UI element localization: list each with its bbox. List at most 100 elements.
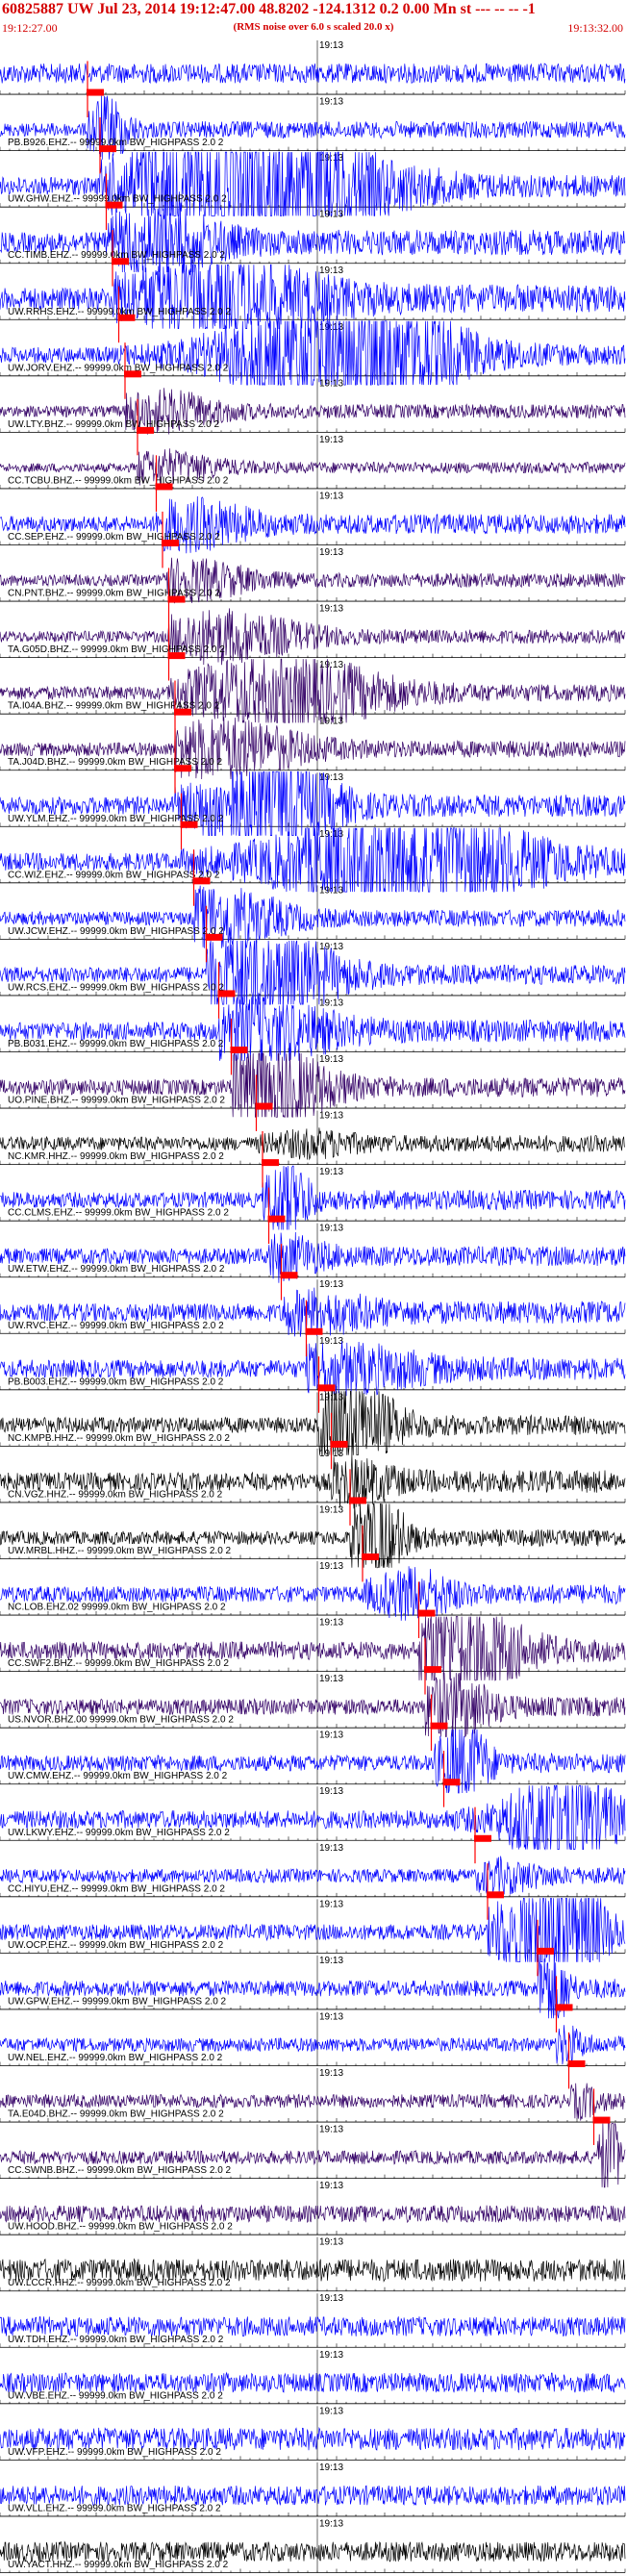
pick-marker [262, 1159, 279, 1167]
time-ticks [0, 428, 626, 433]
pick-marker [537, 1947, 554, 1955]
mid-time-label: 19:13 [319, 322, 343, 333]
station-label: UW.VBE.EHZ.-- 99999.0km BW_HIGHPASS 2.0 … [8, 2390, 223, 2401]
mid-time-label: 19:13 [319, 2011, 343, 2022]
waveform-trace [0, 997, 626, 1061]
header: 60825887 UW Jul 23, 2014 19:12:47.00 48.… [0, 0, 627, 38]
time-ticks [0, 2343, 626, 2348]
time-ticks [0, 2568, 626, 2573]
waveform-trace [0, 150, 626, 216]
mid-time-label: 19:13 [319, 1224, 343, 1234]
time-ticks [0, 2512, 626, 2516]
pick-marker [424, 1666, 441, 1674]
pick-marker [117, 314, 136, 321]
pick-marker [87, 88, 104, 96]
mid-time-label: 19:13 [319, 1167, 343, 1177]
station-label: TA.I04A.BHZ.-- 99999.0km BW_HIGHPASS 2.0… [8, 701, 220, 712]
time-ticks [0, 484, 626, 489]
waveform-trace [0, 320, 626, 387]
mid-time-label: 19:13 [319, 1504, 343, 1515]
mid-time-label: 19:13 [319, 1674, 343, 1684]
station-label: UW.RVC.EHZ.-- 99999.0km BW_HIGHPASS 2.0 … [8, 1321, 224, 1331]
pick-marker [317, 1384, 336, 1392]
mid-time-label: 19:13 [319, 1899, 343, 1909]
waveform-trace [0, 1127, 626, 1161]
station-label: UW.RRHS.EHZ.-- 99999.0km BW_HIGHPASS 2.0… [8, 307, 232, 317]
mid-time-label: 19:13 [319, 660, 343, 670]
station-label: NC.LOB.EHZ.02 99999.0km BW_HIGHPASS 2.0 … [8, 1603, 226, 1613]
time-ticks [0, 90, 626, 95]
waveform-trace [0, 658, 626, 723]
pick-marker [442, 1779, 461, 1786]
waveform-trace [0, 1672, 626, 1738]
waveform-trace [0, 557, 626, 604]
station-label: NC.KMPB.HHZ.-- 99999.0km BW_HIGHPASS 2.0… [8, 1433, 230, 1444]
pick-marker [205, 933, 223, 941]
time-ticks [0, 1104, 626, 1109]
time-ticks [0, 1329, 626, 1334]
mid-time-label: 19:13 [319, 1561, 343, 1572]
waveform-trace [0, 2540, 626, 2563]
pick-marker [180, 821, 198, 828]
waveform-trace [0, 1784, 626, 1851]
waveform-trace [0, 1231, 626, 1283]
waveform-trace [0, 608, 626, 666]
mid-time-label: 19:13 [319, 435, 343, 445]
pick-marker [174, 708, 191, 716]
mid-time-label: 19:13 [319, 998, 343, 1008]
station-label: UW.RCS.EHZ.-- 99999.0km BW_HIGHPASS 2.0 … [8, 982, 224, 993]
time-ticks [0, 541, 626, 545]
station-label: UO.PINE.BHZ.-- 99999.0km BW_HIGHPASS 2.0… [8, 1096, 225, 1106]
station-label: UW.ETW.EHZ.-- 99999.0km BW_HIGHPASS 2.0 … [8, 1264, 225, 1275]
waveform-trace [0, 2083, 626, 2121]
mid-time-label: 19:13 [319, 1956, 343, 1966]
waveform-trace [0, 2316, 626, 2337]
pick-marker [167, 595, 186, 603]
time-ticks [0, 597, 626, 602]
station-label: UW.LKWY.EHZ.-- 99999.0km BW_HIGHPASS 2.0… [8, 1828, 230, 1838]
time-ticks [0, 1780, 626, 1784]
station-label: UW.LTY.BHZ.-- 99999.0km BW_HIGHPASS 2.0 … [8, 419, 220, 430]
pick-marker [124, 370, 141, 378]
waveform-trace [0, 2025, 626, 2065]
pick-marker [99, 145, 116, 153]
waveform-trace [0, 940, 626, 1005]
waveform-trace [0, 388, 626, 435]
time-ticks [0, 2174, 626, 2179]
station-label: UW.LCCR.HHZ.-- 99999.0km BW_HIGHPASS 2.0… [8, 2278, 231, 2288]
station-label: UW.GHW.EHZ.-- 99999.0km BW_HIGHPASS 2.0 … [8, 194, 227, 205]
time-ticks [0, 1554, 626, 1559]
mid-time-label: 19:13 [319, 829, 343, 840]
pick-marker [362, 1553, 379, 1560]
time-ticks [0, 1667, 626, 1672]
mid-time-label: 19:13 [319, 717, 343, 727]
pick-marker [137, 426, 154, 434]
waveform-trace [0, 2258, 626, 2283]
mid-time-label: 19:13 [319, 2518, 343, 2529]
pick-marker [555, 2004, 573, 2011]
pick-marker [267, 1215, 286, 1223]
time-ticks [0, 2286, 626, 2291]
station-label: PB.B031.EHZ.-- 99999.0km BW_HIGHPASS 2.0… [8, 1039, 224, 1049]
mid-time-label: 19:13 [319, 1054, 343, 1065]
mid-time-label: 19:13 [319, 491, 343, 501]
mid-time-label: 19:13 [319, 2406, 343, 2416]
pick-marker [162, 540, 179, 546]
pick-marker [592, 2116, 611, 2124]
waveform-trace [0, 1566, 626, 1621]
waveform-trace [0, 1165, 626, 1230]
waveform-trace [0, 1341, 626, 1397]
time-ticks [0, 766, 626, 770]
waveform-trace [0, 2426, 626, 2451]
station-label: TA.J04D.BHZ.-- 99999.0km BW_HIGHPASS 2.0… [8, 757, 222, 768]
waveform-trace [0, 1897, 626, 1963]
rms-note: (RMS noise over 6.0 s scaled 20.0 x) [233, 21, 394, 33]
pick-marker [349, 1497, 366, 1504]
mid-time-label: 19:13 [319, 2068, 343, 2079]
station-label: TA.E04D.BHZ.-- 99999.0km BW_HIGHPASS 2.0… [8, 2109, 224, 2120]
station-label: CC.CLMS.EHZ.-- 99999.0km BW_HIGHPASS 2.0… [8, 1208, 229, 1219]
waveform-trace [0, 95, 626, 160]
station-label: CC.TCBU.BHZ.-- 99999.0km BW_HIGHPASS 2.0… [8, 475, 229, 486]
